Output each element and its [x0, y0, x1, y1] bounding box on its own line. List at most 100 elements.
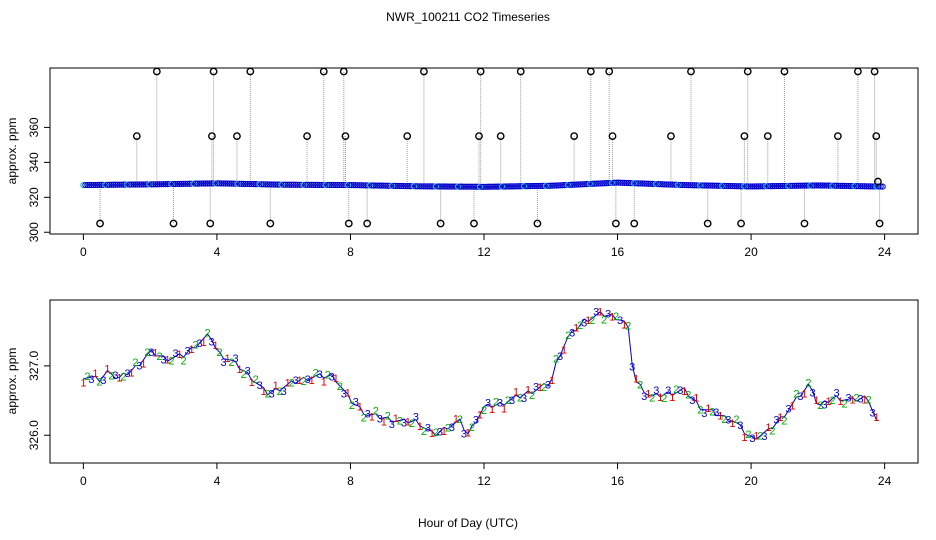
series-marker: 2 [577, 320, 583, 332]
baseline-point [775, 182, 782, 190]
baseline-point [378, 182, 385, 189]
series-marker: 3 [317, 369, 323, 381]
baseline-point [404, 183, 411, 190]
baseline-point [374, 182, 381, 189]
baseline-point [88, 181, 95, 189]
baseline-point [673, 181, 680, 188]
baseline-point [747, 183, 754, 190]
baseline-point [547, 182, 554, 189]
baseline-point [555, 182, 562, 189]
baseline-point [601, 180, 608, 187]
outlier-point [344, 219, 353, 228]
baseline-point [354, 182, 361, 189]
series-marker: 1 [657, 392, 663, 404]
baseline-point [212, 180, 219, 187]
baseline-point [152, 181, 159, 188]
baseline-point [867, 183, 874, 190]
bottom-plot-frame [49, 299, 919, 464]
baseline-point [675, 181, 682, 188]
top-x-axis: 0 4 8 12 16 20 24 [80, 234, 892, 259]
outlier-point [436, 219, 445, 228]
series-marker: 1 [477, 410, 483, 422]
baseline-point [699, 182, 706, 189]
bottom-series-markers: 1231231231231231231231231231231231231231… [80, 307, 879, 446]
baseline-point [647, 180, 654, 187]
baseline-point [184, 180, 191, 187]
baseline-point [723, 182, 730, 190]
series-marker: 1 [501, 404, 507, 416]
series-marker: 3 [461, 428, 467, 440]
series-marker: 2 [469, 422, 475, 434]
baseline-point [202, 180, 209, 187]
baseline-point [310, 181, 317, 188]
baseline-point [450, 183, 458, 190]
baseline-point [142, 181, 149, 188]
baseline-point [861, 183, 868, 190]
x-tick-label: 8 [347, 245, 354, 259]
series-marker: 1 [357, 402, 363, 414]
outlier-point [875, 219, 884, 228]
series-marker: 1 [741, 432, 747, 444]
outlier-point [854, 67, 862, 76]
baseline-point [551, 182, 558, 189]
baseline-point [753, 183, 760, 190]
baseline-point [214, 180, 221, 187]
baseline-point [300, 181, 307, 188]
series-marker: 2 [301, 376, 307, 388]
outlier-point [780, 67, 789, 76]
baseline-point [705, 182, 712, 189]
baseline-point [575, 181, 582, 188]
baseline-point [420, 183, 428, 190]
baseline-point [136, 181, 143, 188]
baseline-point [342, 181, 349, 189]
baseline-point [394, 182, 401, 190]
series-marker: 2 [265, 388, 271, 400]
series-marker: 1 [489, 404, 495, 416]
series-marker: 1 [249, 377, 255, 389]
series-marker: 3 [269, 388, 275, 400]
baseline-point [254, 181, 261, 188]
series-marker: 2 [529, 390, 535, 402]
baseline-point [729, 182, 736, 190]
baseline-point [210, 180, 217, 187]
series-marker: 2 [541, 382, 547, 394]
series-marker: 1 [645, 388, 651, 400]
series-marker: 2 [649, 393, 655, 405]
baseline-point [486, 183, 494, 190]
baseline-point [524, 183, 532, 190]
baseline-point [158, 181, 165, 188]
series-marker: 3 [112, 370, 118, 382]
baseline-point [348, 181, 355, 189]
baseline-point [306, 181, 313, 188]
series-marker: 3 [425, 423, 431, 435]
baseline-point [709, 182, 716, 189]
baseline-point [817, 182, 824, 189]
baseline-point [757, 183, 764, 190]
baseline-point [294, 181, 301, 188]
bottom-y-axis: 326.0 327.0 [27, 351, 50, 450]
outlier-point [363, 219, 372, 228]
baseline-point [252, 181, 259, 188]
baseline-point [246, 180, 253, 188]
outlier-point [233, 132, 241, 141]
baseline-point [587, 180, 594, 188]
baseline-point [274, 181, 281, 188]
series-marker: 1 [261, 386, 267, 398]
baseline-point [482, 183, 490, 190]
baseline-point [581, 181, 588, 188]
outlier-point [743, 67, 752, 76]
baseline-point [494, 183, 502, 190]
baseline-point [330, 181, 337, 189]
baseline-point [683, 182, 690, 189]
baseline-point [272, 181, 279, 188]
x-tick-label: 8 [347, 474, 354, 488]
series-marker: 3 [797, 391, 803, 403]
baseline-point [767, 183, 774, 190]
baseline-point [847, 182, 854, 190]
series-marker: 3 [749, 433, 755, 445]
baseline-point [314, 181, 321, 189]
baseline-point [837, 182, 844, 189]
baseline-point [150, 181, 157, 188]
baseline-point [619, 179, 626, 186]
baseline-point [270, 181, 277, 188]
